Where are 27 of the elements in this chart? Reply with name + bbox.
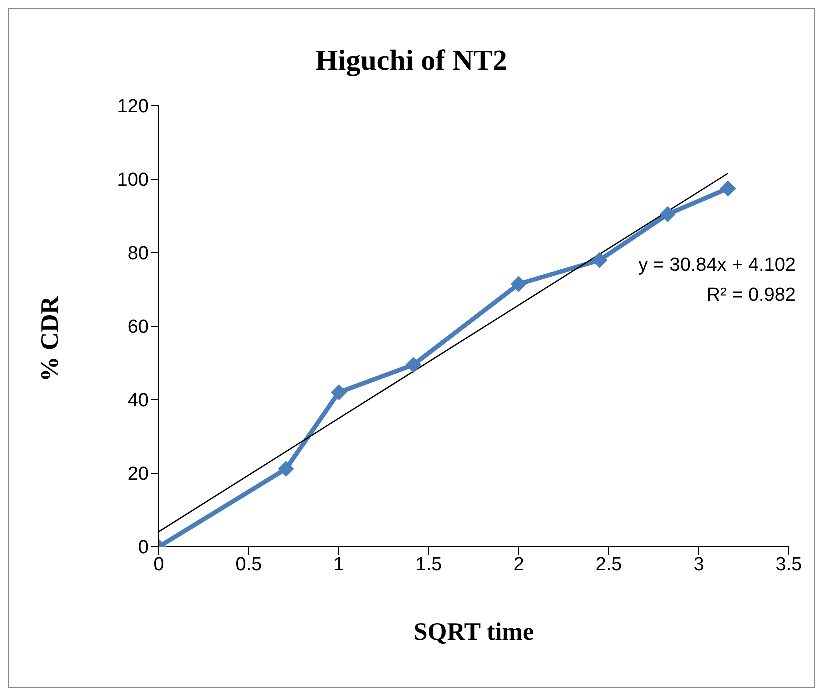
point [331,384,347,401]
chart-title: Higuchi of NT2 [314,45,508,78]
y-tick-label: 80 [128,244,149,265]
y-tick-label: 0 [138,538,149,559]
point [720,180,736,197]
x-tick-label: 3 [694,554,704,576]
x-tick-label: 2 [514,554,524,576]
y-axis-title: % CDR [37,296,65,382]
y-tick-label: 40 [128,390,149,412]
x-tick-label: 0 [154,554,164,576]
y-tick-label: 120 [117,96,149,118]
x-axis-title: SQRT time [414,618,534,646]
x-tick-label: 1.5 [416,554,442,576]
x-tick-label: 2.5 [596,554,622,576]
point [660,206,676,222]
x-tick-label: 1 [334,554,344,576]
y-tick-label: 20 [128,464,149,486]
point [592,252,608,268]
x-tick-label: 3.5 [776,554,802,576]
y-tick-label: 100 [117,170,149,192]
annotation: y = 30.84x + 4.102 [638,255,796,277]
annotation: R² = 0.982 [706,285,796,307]
point [406,357,422,374]
point [278,461,294,478]
y-tick-label: 60 [128,317,149,338]
x-tick-label: 0.5 [236,554,262,576]
point [511,276,527,292]
